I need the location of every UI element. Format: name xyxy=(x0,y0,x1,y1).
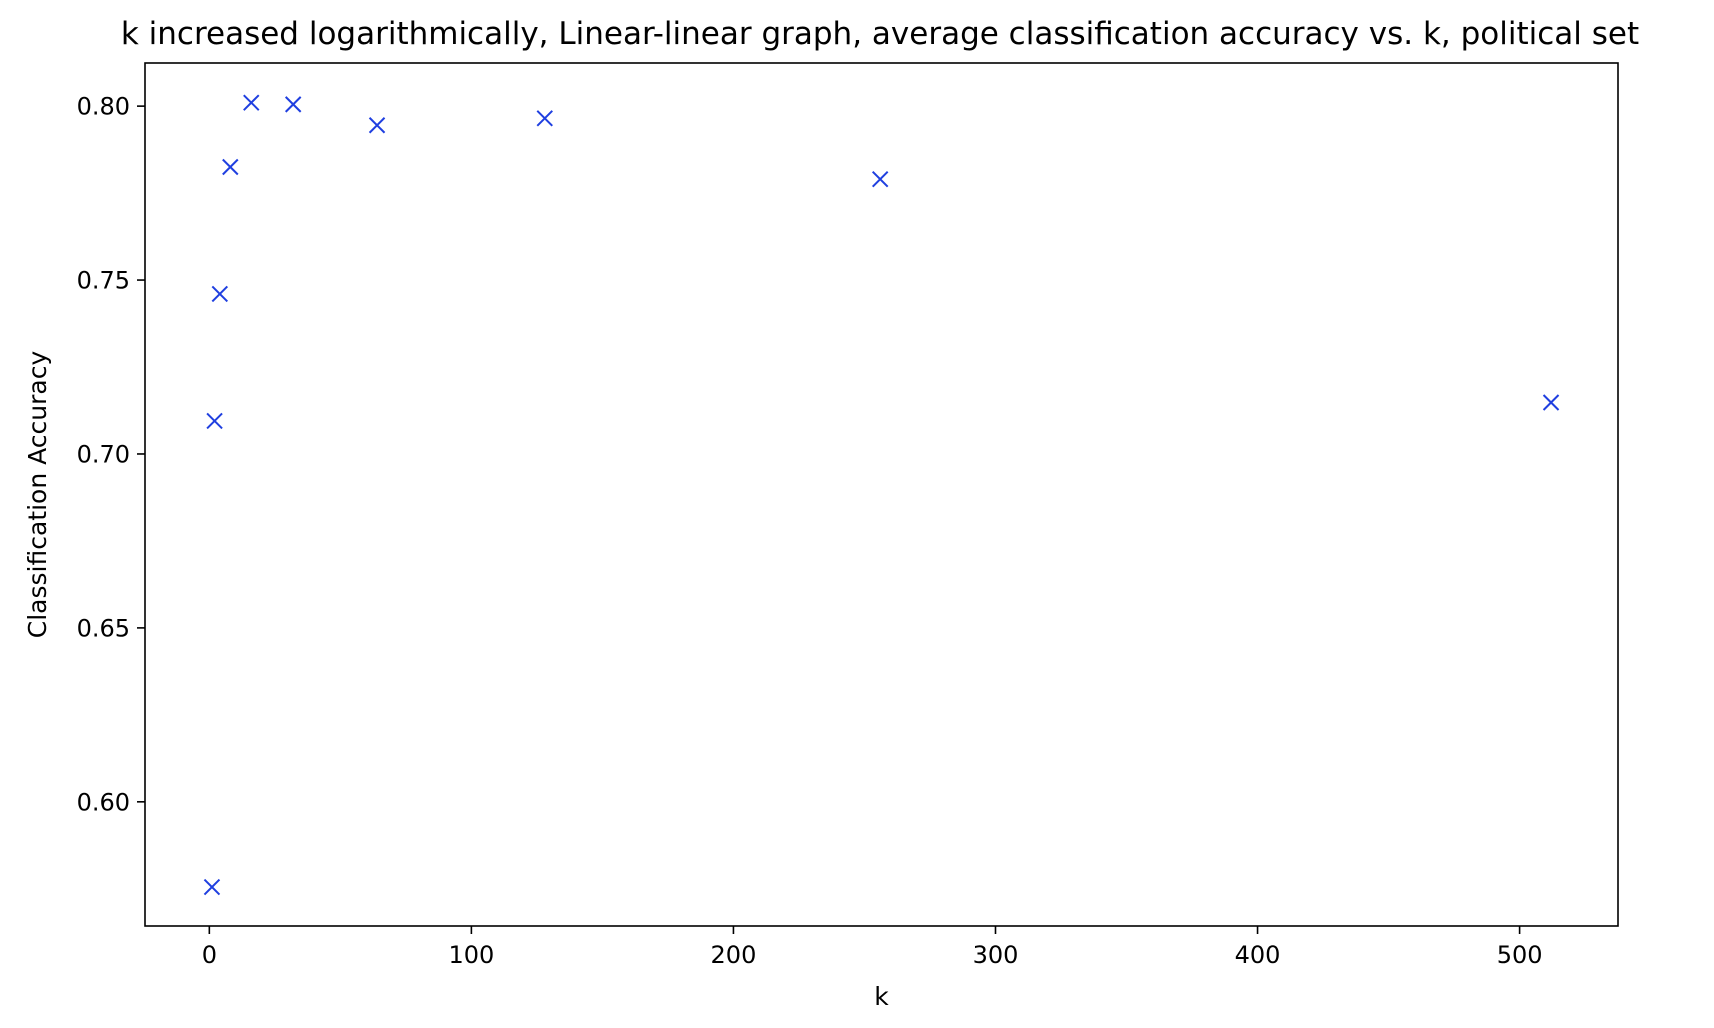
data-point-marker xyxy=(1542,394,1560,411)
data-points xyxy=(203,94,1560,896)
chart-title: k increased logarithmically, Linear-line… xyxy=(121,16,1639,52)
x-axis-label: k xyxy=(874,982,889,1011)
data-point-marker xyxy=(222,158,239,176)
y-tick-label: 0.80 xyxy=(77,93,130,121)
y-tick-label: 0.70 xyxy=(77,440,130,468)
data-point-marker xyxy=(871,170,889,188)
data-point-marker xyxy=(206,412,223,430)
x-tick-label: 100 xyxy=(448,941,494,969)
y-tick-label: 0.65 xyxy=(77,614,130,642)
data-point-marker xyxy=(211,285,229,303)
data-point-marker xyxy=(284,96,302,113)
y-tick-label: 0.60 xyxy=(77,788,130,816)
x-tick-label: 200 xyxy=(711,941,757,969)
x-axis: 0 100 200 300 400 500 xyxy=(202,926,1543,969)
data-point-marker xyxy=(536,110,553,127)
data-point-marker xyxy=(243,94,260,111)
y-axis: 0.60 0.65 0.70 0.75 0.80 xyxy=(77,93,145,816)
plot-area-frame xyxy=(144,62,1619,927)
data-point-marker xyxy=(368,117,386,134)
data-point-marker xyxy=(203,878,221,896)
x-tick-label: 400 xyxy=(1235,941,1281,969)
x-tick-label: 500 xyxy=(1497,941,1543,969)
x-tick-label: 300 xyxy=(973,941,1019,969)
y-axis-label: Classification Accuracy xyxy=(23,351,52,639)
y-tick-label: 0.75 xyxy=(77,267,130,295)
x-tick-label: 0 xyxy=(202,941,217,969)
